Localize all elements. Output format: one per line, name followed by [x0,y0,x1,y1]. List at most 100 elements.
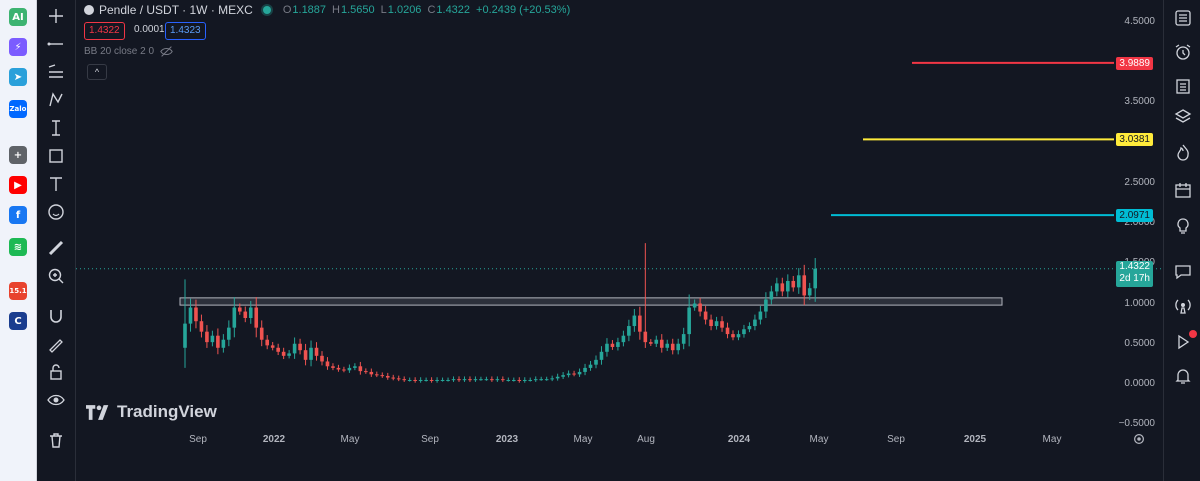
price-tick-label: 0.0000 [1124,378,1155,389]
tradingview-logo-icon [86,404,109,420]
pattern-icon[interactable] [44,88,68,112]
level-price-tag: 3.0381 [1116,133,1153,147]
candle-body [786,280,790,292]
calendar-icon[interactable] [1171,178,1195,202]
candle-body [259,327,264,340]
watchlist-icon[interactable] [1171,6,1195,30]
spotify-icon[interactable]: ≋ [9,238,27,256]
text-icon[interactable] [44,172,68,196]
candle-body [703,311,708,320]
candle-body [517,379,522,381]
messenger-icon[interactable]: ⚡ [9,38,27,56]
candle-body [265,339,269,346]
facebook-icon[interactable]: f [9,206,27,224]
trash-icon[interactable] [44,428,68,452]
crosshair-icon[interactable] [44,4,68,28]
time-tick-label: Sep [887,434,905,445]
lock-drawing-icon[interactable] [44,332,68,356]
candle-body [610,343,615,347]
youtube-icon[interactable]: ▶ [9,176,27,194]
ai-app-icon[interactable]: AI [9,8,27,26]
add-app-icon[interactable]: + [9,146,27,164]
candle-body [473,379,478,381]
axis-settings-icon[interactable] [1132,432,1146,446]
horizontal-lines-icon[interactable] [44,60,68,84]
candle-body [802,275,807,296]
candle-body [506,379,511,381]
candle-body [238,307,242,312]
candle-body [681,334,686,344]
candle-body [599,351,604,360]
chat-icon[interactable] [1171,260,1195,284]
magnet-icon[interactable] [44,304,68,328]
collapse-legend-button[interactable]: ^ [87,64,107,80]
price-chart[interactable] [76,0,1161,481]
candle-body [665,343,670,348]
buy-price-button[interactable]: 1.4323 [165,22,206,40]
candle-body [501,379,505,381]
calendar-app-icon[interactable]: 15.1 [9,282,27,300]
indicator-title[interactable]: BB 20 close 2 0 [84,46,155,57]
telegram-icon[interactable]: ➤ [9,68,27,86]
close-value: 1.4322 [436,4,471,16]
candle-body [424,379,428,381]
emoji-icon[interactable] [44,200,68,224]
high-value: 1.5650 [341,4,375,16]
candle-body [281,351,286,356]
layers-icon[interactable] [1171,104,1195,128]
time-tick-label: May [1042,434,1062,445]
notifications-bell-icon[interactable] [1171,364,1195,388]
chart-pane[interactable]: Pendle / USDT · 1W · MEXC O 1.1887 H 1.565… [76,0,1161,481]
price-tick-label: −0.5000 [1118,418,1155,430]
indicator-legend: BB 20 close 2 0 [84,45,173,58]
symbol-title[interactable]: Pendle / USDT · 1W · MEXC [99,3,253,17]
candle-body [714,321,719,327]
candle-body [539,379,543,381]
candle-body [659,339,664,348]
candle-body [709,319,713,327]
ruler-icon[interactable] [44,236,68,260]
streams-icon[interactable] [1171,294,1195,318]
candle-body [742,329,746,335]
rectangle-icon[interactable] [44,144,68,168]
candle-body [775,283,779,292]
hide-indicator-icon[interactable] [160,45,173,58]
lock-icon[interactable] [44,360,68,384]
candle-body [698,303,702,312]
candle-body [435,379,439,381]
zalo-icon[interactable]: Zalo [9,100,27,118]
data-window-icon[interactable] [1171,74,1195,98]
level-price-tag: 2.0971 [1116,209,1153,223]
ideas-lightbulb-icon[interactable] [1171,214,1195,238]
change-value: +0.2439 (+20.53%) [476,4,571,16]
candle-body [791,280,796,288]
candle-body [270,345,275,348]
candle-body [533,379,538,381]
price-tick-label: 1.0000 [1124,297,1155,309]
candle-body [616,342,620,347]
candle-body [375,374,379,376]
last-price-tag: 1.4322 2d 17h [1116,260,1153,287]
candle-body [298,343,302,351]
hotlist-flame-icon[interactable] [1171,140,1195,164]
coccoc-app-icon[interactable]: C [9,312,27,330]
sell-price-button[interactable]: 1.4322 [84,22,125,40]
time-tick-label: Sep [189,434,207,445]
alarm-clock-icon[interactable] [1171,40,1195,64]
candle-body [572,373,576,375]
candle-body [566,373,571,376]
candle-body [522,379,527,381]
eye-icon[interactable] [44,388,68,412]
candle-body [364,371,368,373]
replay-play-icon[interactable] [1171,330,1197,354]
candle-body [621,335,626,343]
zoom-in-icon[interactable] [44,264,68,288]
candle-body [577,371,582,375]
candle-body [413,379,417,381]
candle-body [676,343,680,351]
measure-icon[interactable] [44,116,68,140]
trend-line-icon[interactable] [44,32,68,56]
candle-body [725,327,730,335]
candle-body [385,375,390,378]
candle-body [731,334,735,338]
